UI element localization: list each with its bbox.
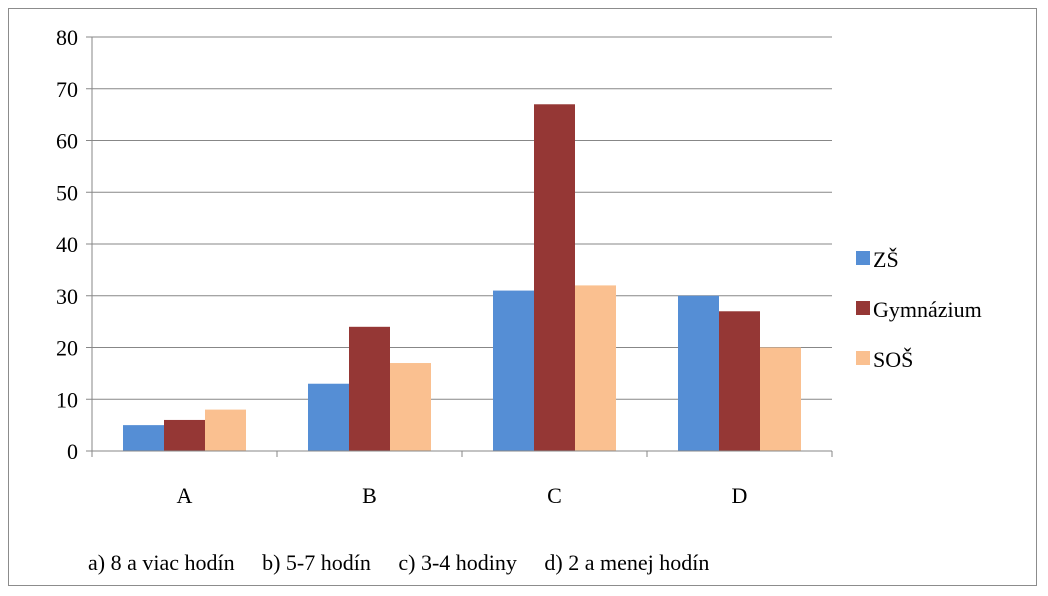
bar-C-2 (575, 285, 616, 451)
y-tick-label: 50 (56, 180, 78, 205)
y-tick-labels: 0 10 20 30 40 50 60 70 80 (56, 25, 78, 464)
bar-B-1 (349, 326, 390, 451)
bar-D-2 (760, 347, 801, 451)
legend-label: SOŠ (873, 347, 913, 372)
x-category-label: C (547, 483, 562, 508)
legend-swatch (856, 301, 870, 315)
legend-swatch (856, 351, 870, 365)
bar-A-0 (123, 425, 164, 451)
y-tick-label: 0 (67, 439, 78, 464)
bar-B-2 (390, 363, 431, 451)
legend-label: ZŠ (873, 247, 899, 272)
y-tick-label: 20 (56, 336, 78, 361)
axes (86, 36, 833, 457)
y-tick-label: 60 (56, 129, 78, 154)
bar-A-2 (205, 409, 246, 451)
footnote-b: b) 5-7 hodín (262, 550, 371, 575)
x-category-labels: A B C D (177, 483, 748, 508)
y-tick-label: 10 (56, 387, 78, 412)
legend-swatch (856, 251, 870, 265)
footnote-a: a) 8 a viac hodín (88, 550, 235, 575)
y-tick-label: 30 (56, 284, 78, 309)
bars (123, 104, 801, 452)
legend: ZŠ Gymnázium SOŠ (856, 247, 982, 372)
bar-B-0 (308, 383, 349, 451)
x-category-label: D (732, 483, 748, 508)
x-category-label: A (177, 483, 193, 508)
bar-C-1 (534, 104, 575, 452)
footnote-d: d) 2 a menej hodín (544, 550, 710, 575)
y-tick-label: 40 (56, 232, 78, 257)
bar-D-1 (719, 311, 760, 451)
footnote-c: c) 3-4 hodiny (398, 550, 517, 575)
x-category-label: B (362, 483, 377, 508)
bar-C-0 (493, 290, 534, 451)
bar-A-1 (164, 419, 205, 451)
bar-D-0 (678, 295, 719, 451)
category-footnotes: a) 8 a viac hodín b) 5-7 hodín c) 3-4 ho… (88, 550, 731, 576)
y-tick-label: 80 (56, 25, 78, 50)
legend-label: Gymnázium (873, 297, 982, 322)
y-tick-label: 70 (56, 77, 78, 102)
